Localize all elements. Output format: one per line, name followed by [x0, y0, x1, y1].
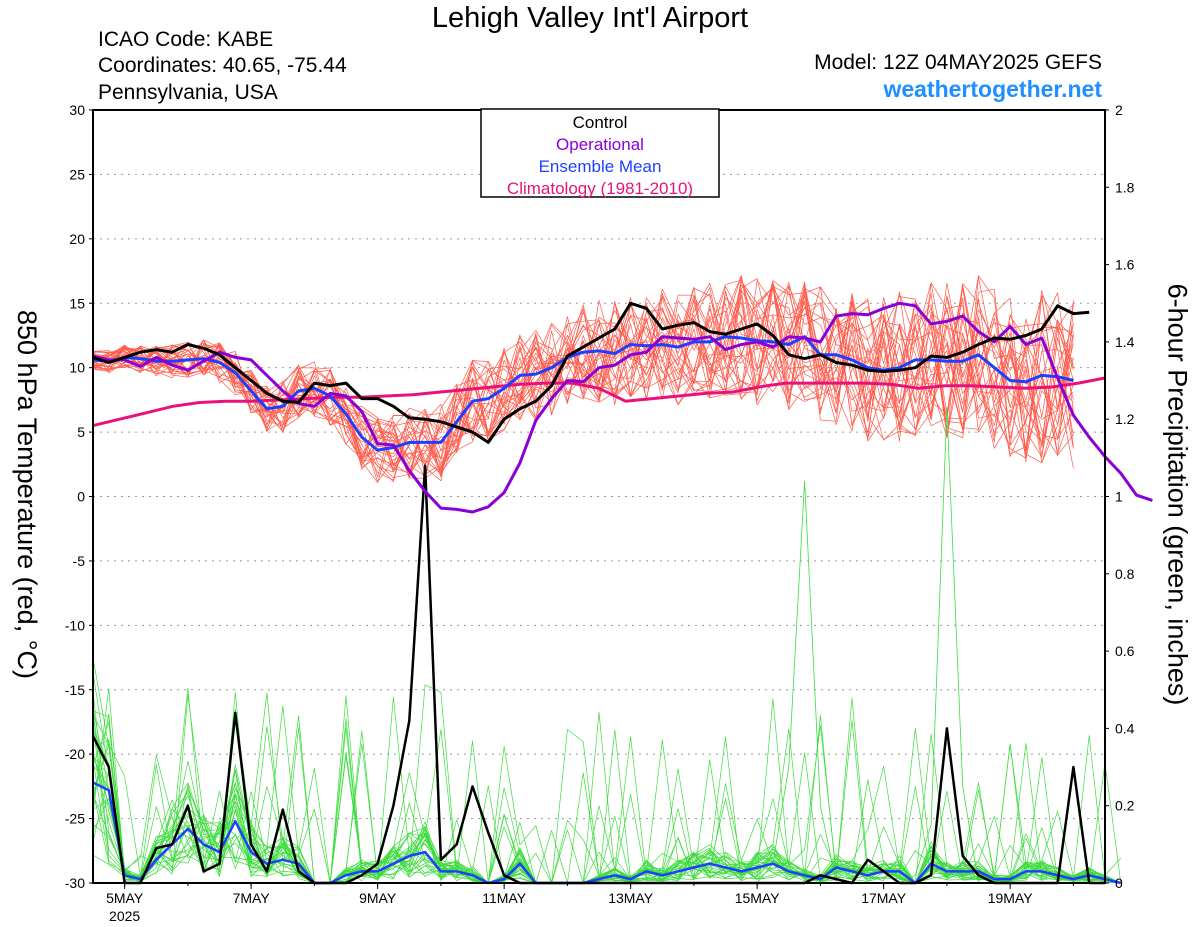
- y-tick-label-left: 5: [77, 424, 85, 440]
- x-tick-label: 19MAY: [988, 890, 1034, 906]
- legend-ensemble-mean: Ensemble Mean: [539, 157, 662, 176]
- x-year-label: 2025: [109, 908, 140, 924]
- region: Pennsylvania, USA: [98, 81, 278, 104]
- temp-member-line: [92, 286, 1074, 479]
- y-tick-label-left: 25: [69, 166, 85, 182]
- x-tick-label: 11MAY: [482, 890, 526, 906]
- precip-member-spike: [899, 407, 995, 884]
- y-tick-label-right: 1.4: [1115, 334, 1135, 350]
- y-tick-label-left: 0: [77, 489, 85, 505]
- x-tick-label: 13MAY: [608, 890, 654, 906]
- y-tick-label-right: 0.4: [1115, 720, 1135, 736]
- y-tick-label-left: -25: [65, 811, 85, 827]
- legend-climatology: Climatology (1981-2010): [507, 179, 693, 198]
- y-tick-label-left: -30: [65, 875, 85, 891]
- temp-member-line: [92, 281, 1074, 463]
- legend-control: Control: [573, 113, 628, 132]
- temp-control-line: [92, 301, 1090, 444]
- x-tick-label: 9MAY: [359, 890, 397, 906]
- y-tick-label-left: 20: [69, 231, 85, 247]
- y-tick-label-right: 2: [1115, 102, 1123, 118]
- temp-member-line: [92, 275, 1074, 475]
- y-tick-label-left: 10: [69, 360, 85, 376]
- temp-ensemble-mean-line: [92, 335, 1074, 452]
- temp-member-line: [92, 279, 1074, 478]
- y-tick-label-right: 1.2: [1115, 411, 1135, 427]
- y-axis-right-label: 6-hour Precipitation (green, inches): [1162, 283, 1193, 706]
- precip-member-line: [92, 705, 1121, 884]
- brand-link[interactable]: weathertogether.net: [883, 76, 1102, 102]
- y-tick-label-right: 1.6: [1115, 257, 1135, 273]
- y-tick-label-right: 0.2: [1115, 798, 1135, 814]
- model-run: Model: 12Z 04MAY2025 GEFS: [814, 51, 1102, 74]
- coordinates: Coordinates: 40.65, -75.44: [98, 54, 347, 77]
- y-tick-label-left: 15: [69, 295, 85, 311]
- x-tick-label: 17MAY: [861, 890, 907, 906]
- y-tick-label-right: 0.8: [1115, 566, 1135, 582]
- temp-member-line: [92, 287, 1074, 481]
- y-axis-left-label: 850 hPa Temperature (red, °C): [11, 310, 42, 679]
- precip-member-line: [92, 730, 1121, 884]
- temp-member-line: [92, 275, 1074, 483]
- x-tick-label: 15MAY: [735, 890, 781, 906]
- y-tick-label-left: -20: [65, 746, 85, 762]
- y-tick-label-left: -15: [65, 682, 85, 698]
- temp-operational-line: [92, 301, 1153, 514]
- y-tick-label-right: 0: [1115, 875, 1123, 891]
- x-tick-label: 5MAY: [106, 890, 144, 906]
- y-tick-label-left: -5: [73, 553, 86, 569]
- chart-title: Lehigh Valley Int'l Airport: [431, 2, 749, 34]
- precip-ensemble-mean-line: [92, 781, 1122, 885]
- temp-member-line: [92, 293, 1074, 483]
- icao-code: ICAO Code: KABE: [98, 28, 274, 51]
- y-tick-label-left: -10: [65, 617, 85, 633]
- x-tick-label: 7MAY: [233, 890, 271, 906]
- y-tick-label-right: 1: [1115, 489, 1123, 505]
- temp-member-line: [92, 286, 1074, 473]
- legend-box: [480, 108, 720, 198]
- y-tick-label-left: 30: [69, 102, 85, 118]
- y-tick-label-right: 0.6: [1115, 643, 1135, 659]
- temp-member-line: [92, 281, 1074, 478]
- precip-member-spike: [725, 480, 837, 884]
- legend-operational: Operational: [556, 135, 644, 154]
- y-tick-label-right: 1.8: [1115, 179, 1135, 195]
